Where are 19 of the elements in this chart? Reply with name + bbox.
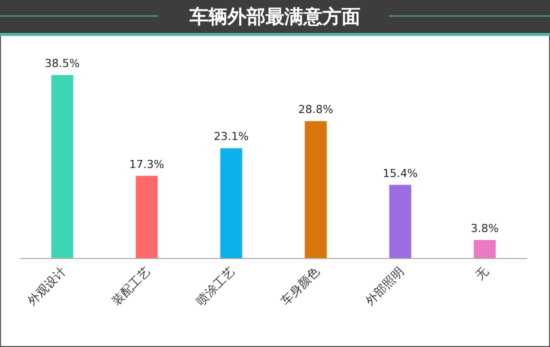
data-label: 17.3% xyxy=(129,158,164,171)
x-tick-label: 车身颜色 xyxy=(278,264,322,308)
x-tick-label: 喷涂工艺 xyxy=(194,264,238,308)
data-label: 3.8% xyxy=(470,222,499,235)
data-label: 23.1% xyxy=(214,130,249,144)
bar xyxy=(220,148,242,258)
bar xyxy=(389,184,412,258)
chart-title: 车辆外部最满意方面 xyxy=(188,6,360,28)
x-tick-label: 装配工艺 xyxy=(109,264,153,308)
data-label: 15.4% xyxy=(382,166,418,180)
bar xyxy=(304,121,327,258)
bar xyxy=(474,240,496,258)
bar xyxy=(51,75,74,258)
data-label: 38.5% xyxy=(44,57,80,70)
x-tick-label: 无 xyxy=(472,264,491,283)
data-label: 28.8% xyxy=(298,103,334,116)
x-tick-label: 外观设计 xyxy=(24,264,68,308)
bar xyxy=(136,176,158,258)
x-tick-label: 外部照明 xyxy=(362,264,406,308)
